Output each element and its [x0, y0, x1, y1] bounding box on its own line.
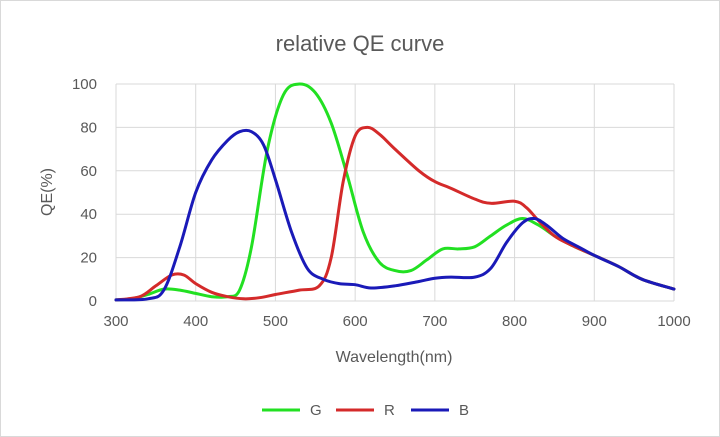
legend-label-r: R — [384, 402, 395, 419]
y-tick-label: 0 — [89, 293, 97, 310]
legend-label-b: B — [459, 402, 469, 419]
series-line-r — [114, 125, 676, 302]
legend-label-g: G — [310, 402, 322, 419]
x-tick-label: 700 — [422, 313, 447, 330]
x-tick-label: 400 — [183, 313, 208, 330]
series-line-b — [114, 128, 676, 302]
y-tick-label: 60 — [80, 163, 97, 180]
series-line-g — [114, 82, 676, 302]
grid — [115, 83, 675, 302]
y-axis-label: QE(%) — [39, 168, 56, 216]
x-tick-label: 1000 — [657, 313, 690, 330]
y-tick-label: 100 — [72, 76, 97, 93]
x-tick-label: 600 — [343, 313, 368, 330]
x-axis-label: Wavelength(nm) — [336, 349, 453, 366]
y-tick-label: 80 — [80, 119, 97, 136]
x-tick-label: 900 — [582, 313, 607, 330]
series-lines — [114, 82, 676, 302]
y-tick-label: 20 — [80, 250, 97, 267]
x-tick-label: 300 — [103, 313, 128, 330]
chart-title: relative QE curve — [276, 31, 445, 56]
tick-labels: 300 400 500 600 700 800 900 1000 0 20 40 60 80 100 — [72, 76, 691, 330]
x-tick-label: 800 — [502, 313, 527, 330]
x-tick-label: 500 — [263, 313, 288, 330]
y-tick-label: 40 — [80, 206, 97, 223]
